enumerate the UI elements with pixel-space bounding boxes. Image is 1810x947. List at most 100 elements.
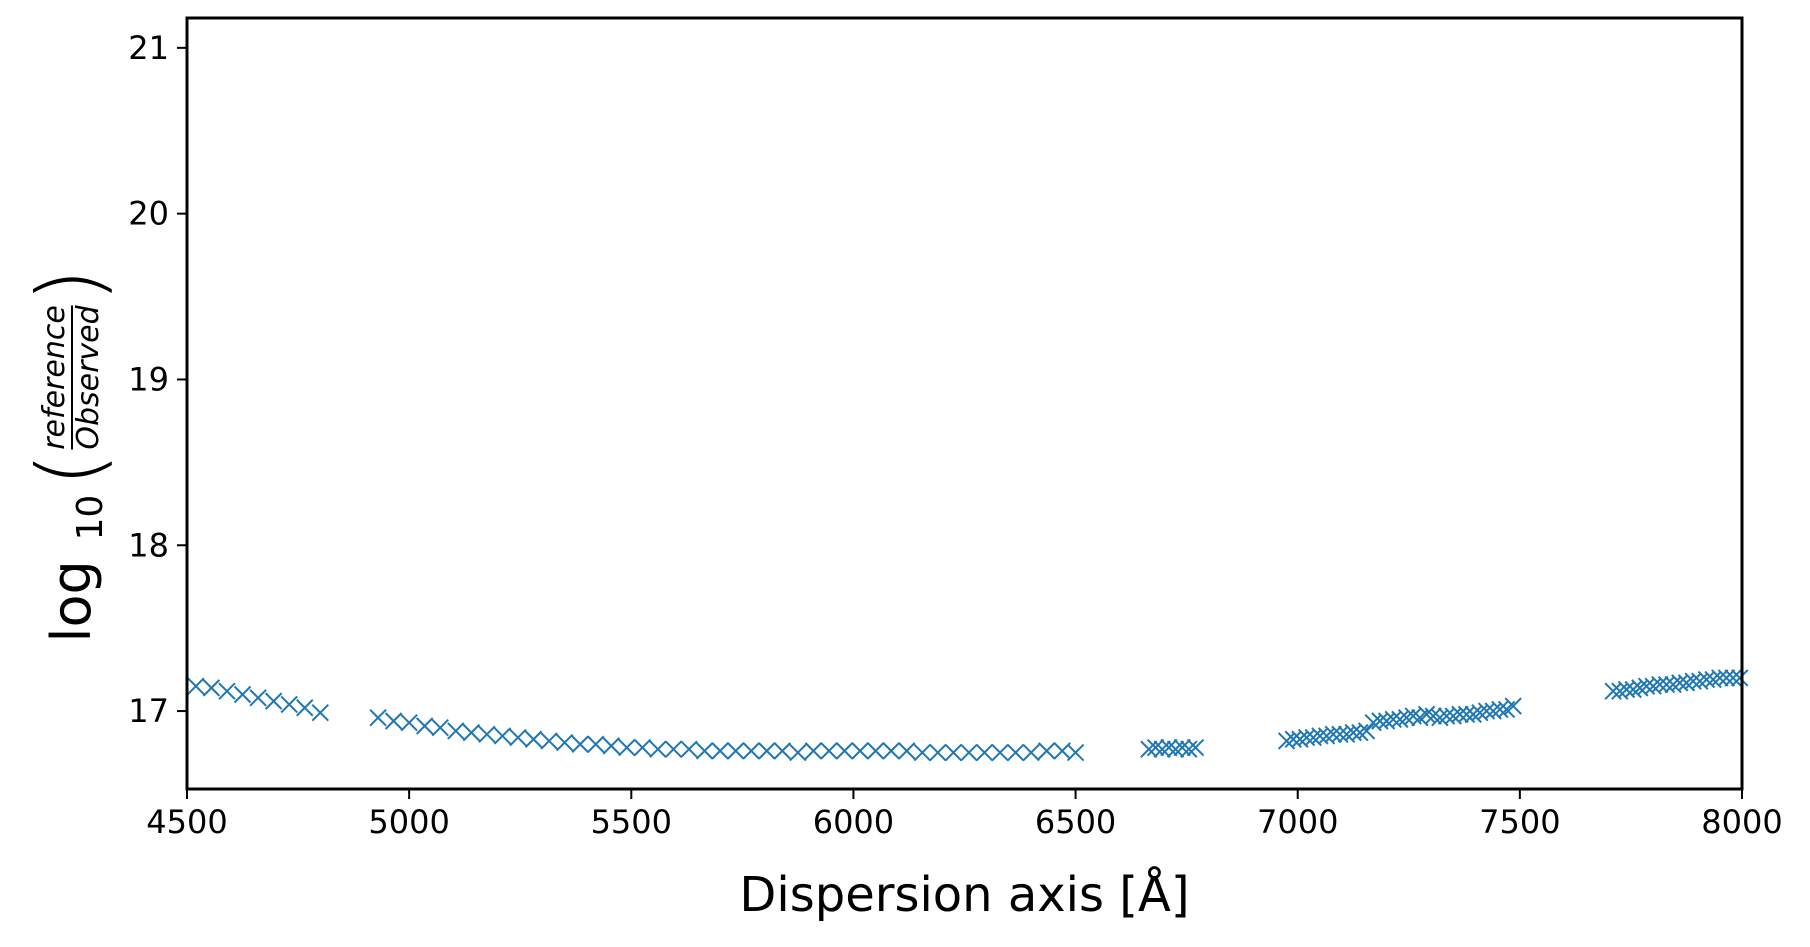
y-axis-title: log 10 ( reference Observed )	[18, 268, 121, 642]
data-point-marker	[478, 725, 496, 743]
data-point-marker	[602, 737, 621, 755]
data-point-marker	[1711, 669, 1729, 687]
x-tick-label: 4500	[146, 803, 227, 841]
plot-frame	[185, 16, 1744, 791]
data-point-marker	[202, 679, 221, 697]
ticks-layer: 4500 5000 5500 6000 6500 7000 7500 8000 17 18 19 20…	[128, 29, 1782, 841]
y-tick-label: 17	[128, 692, 169, 730]
data-point-marker	[280, 695, 298, 714]
x-axis-title: Dispersion axis [Å]	[739, 866, 1189, 923]
data-point-marker	[555, 733, 574, 752]
data-point-marker	[882, 742, 900, 760]
data-point-marker	[866, 742, 885, 760]
data-point-marker	[462, 723, 481, 742]
data-point-marker	[587, 735, 605, 753]
y-tick-label: 20	[128, 195, 169, 233]
data-point-marker	[898, 742, 916, 760]
data-point-marker	[1464, 705, 1482, 724]
data-point-marker	[1166, 740, 1185, 758]
data-point-marker	[1624, 680, 1642, 699]
data-point-marker	[384, 712, 403, 730]
data-point-marker	[1173, 738, 1191, 757]
data-point-marker	[1037, 742, 1056, 760]
data-point-marker	[311, 704, 329, 722]
data-point-marker	[264, 692, 283, 710]
data-point-marker	[929, 743, 947, 762]
data-point-marker	[789, 743, 807, 762]
data-point-marker	[1006, 743, 1025, 762]
x-tick-label: 6000	[813, 803, 894, 841]
data-point-marker	[913, 743, 932, 762]
y-tick-label: 21	[128, 29, 169, 67]
data-point-marker	[711, 742, 729, 760]
data-point-marker	[233, 685, 252, 704]
data-point-marker	[296, 699, 314, 717]
data-point-marker	[835, 742, 854, 760]
y-tick-label: 19	[128, 360, 169, 398]
data-point-marker	[571, 735, 589, 753]
data-point-marker	[1146, 738, 1165, 757]
y-axis-title-log: log	[40, 560, 103, 642]
data-point-marker	[680, 740, 698, 758]
data-point-marker	[400, 713, 418, 732]
x-tick-label: 8000	[1701, 803, 1782, 841]
data-point-marker	[804, 742, 823, 760]
data-point-marker	[1186, 738, 1205, 757]
data-point-marker	[726, 742, 745, 760]
data-point-marker	[944, 743, 963, 762]
data-point-marker	[618, 738, 636, 757]
y-axis-title-right-paren: )	[18, 268, 121, 302]
data-point-marker	[1717, 669, 1736, 687]
marks-layer	[187, 669, 1749, 762]
data-point-marker	[1397, 708, 1416, 727]
data-point-marker	[695, 742, 714, 760]
data-point-marker	[1022, 743, 1040, 762]
data-point-marker	[1153, 740, 1171, 758]
data-point-marker	[1504, 697, 1522, 715]
data-point-marker	[1160, 738, 1178, 757]
data-point-marker	[664, 740, 683, 758]
data-point-marker	[1451, 705, 1469, 724]
data-point-marker	[369, 708, 387, 727]
x-tick-label: 5500	[591, 803, 672, 841]
data-point-marker	[187, 677, 205, 695]
data-point-marker	[1351, 723, 1369, 742]
data-point-marker	[447, 722, 465, 740]
data-point-marker	[1391, 710, 1409, 729]
data-point-marker	[633, 738, 652, 757]
data-point-marker	[773, 742, 792, 760]
data-point-marker	[1357, 722, 1376, 740]
y-axis-title-denominator: Observed	[71, 304, 106, 449]
data-point-marker	[249, 689, 267, 707]
data-point-marker	[493, 727, 512, 745]
data-point-marker	[975, 743, 994, 762]
data-point-marker	[1651, 675, 1669, 694]
data-point-marker	[742, 742, 760, 760]
data-point-marker	[524, 730, 543, 748]
data-point-marker	[1066, 743, 1085, 762]
y-tick-label: 18	[128, 526, 169, 564]
data-point-marker	[991, 743, 1009, 762]
data-point-marker	[960, 743, 978, 762]
data-point-marker	[1180, 740, 1198, 758]
data-point-marker	[1140, 740, 1158, 758]
y-axis-title-left-paren: (	[18, 452, 121, 486]
x-tick-label: 7500	[1479, 803, 1560, 841]
data-point-marker	[758, 742, 776, 760]
data-point-marker	[509, 728, 527, 747]
data-point-marker	[431, 718, 449, 737]
data-point-marker	[1324, 725, 1342, 743]
x-tick-label: 7000	[1257, 803, 1338, 841]
x-tick-label: 6500	[1035, 803, 1116, 841]
data-point-marker	[820, 742, 838, 760]
y-axis-title-numerator: reference	[37, 305, 72, 450]
data-point-marker	[1724, 669, 1742, 687]
data-point-marker	[1491, 700, 1509, 719]
data-point-marker	[218, 682, 236, 700]
y-axis-title-subscript: 10	[70, 495, 111, 541]
data-point-marker	[1417, 705, 1436, 724]
x-tick-label: 5000	[368, 803, 449, 841]
data-point-marker	[415, 717, 434, 735]
